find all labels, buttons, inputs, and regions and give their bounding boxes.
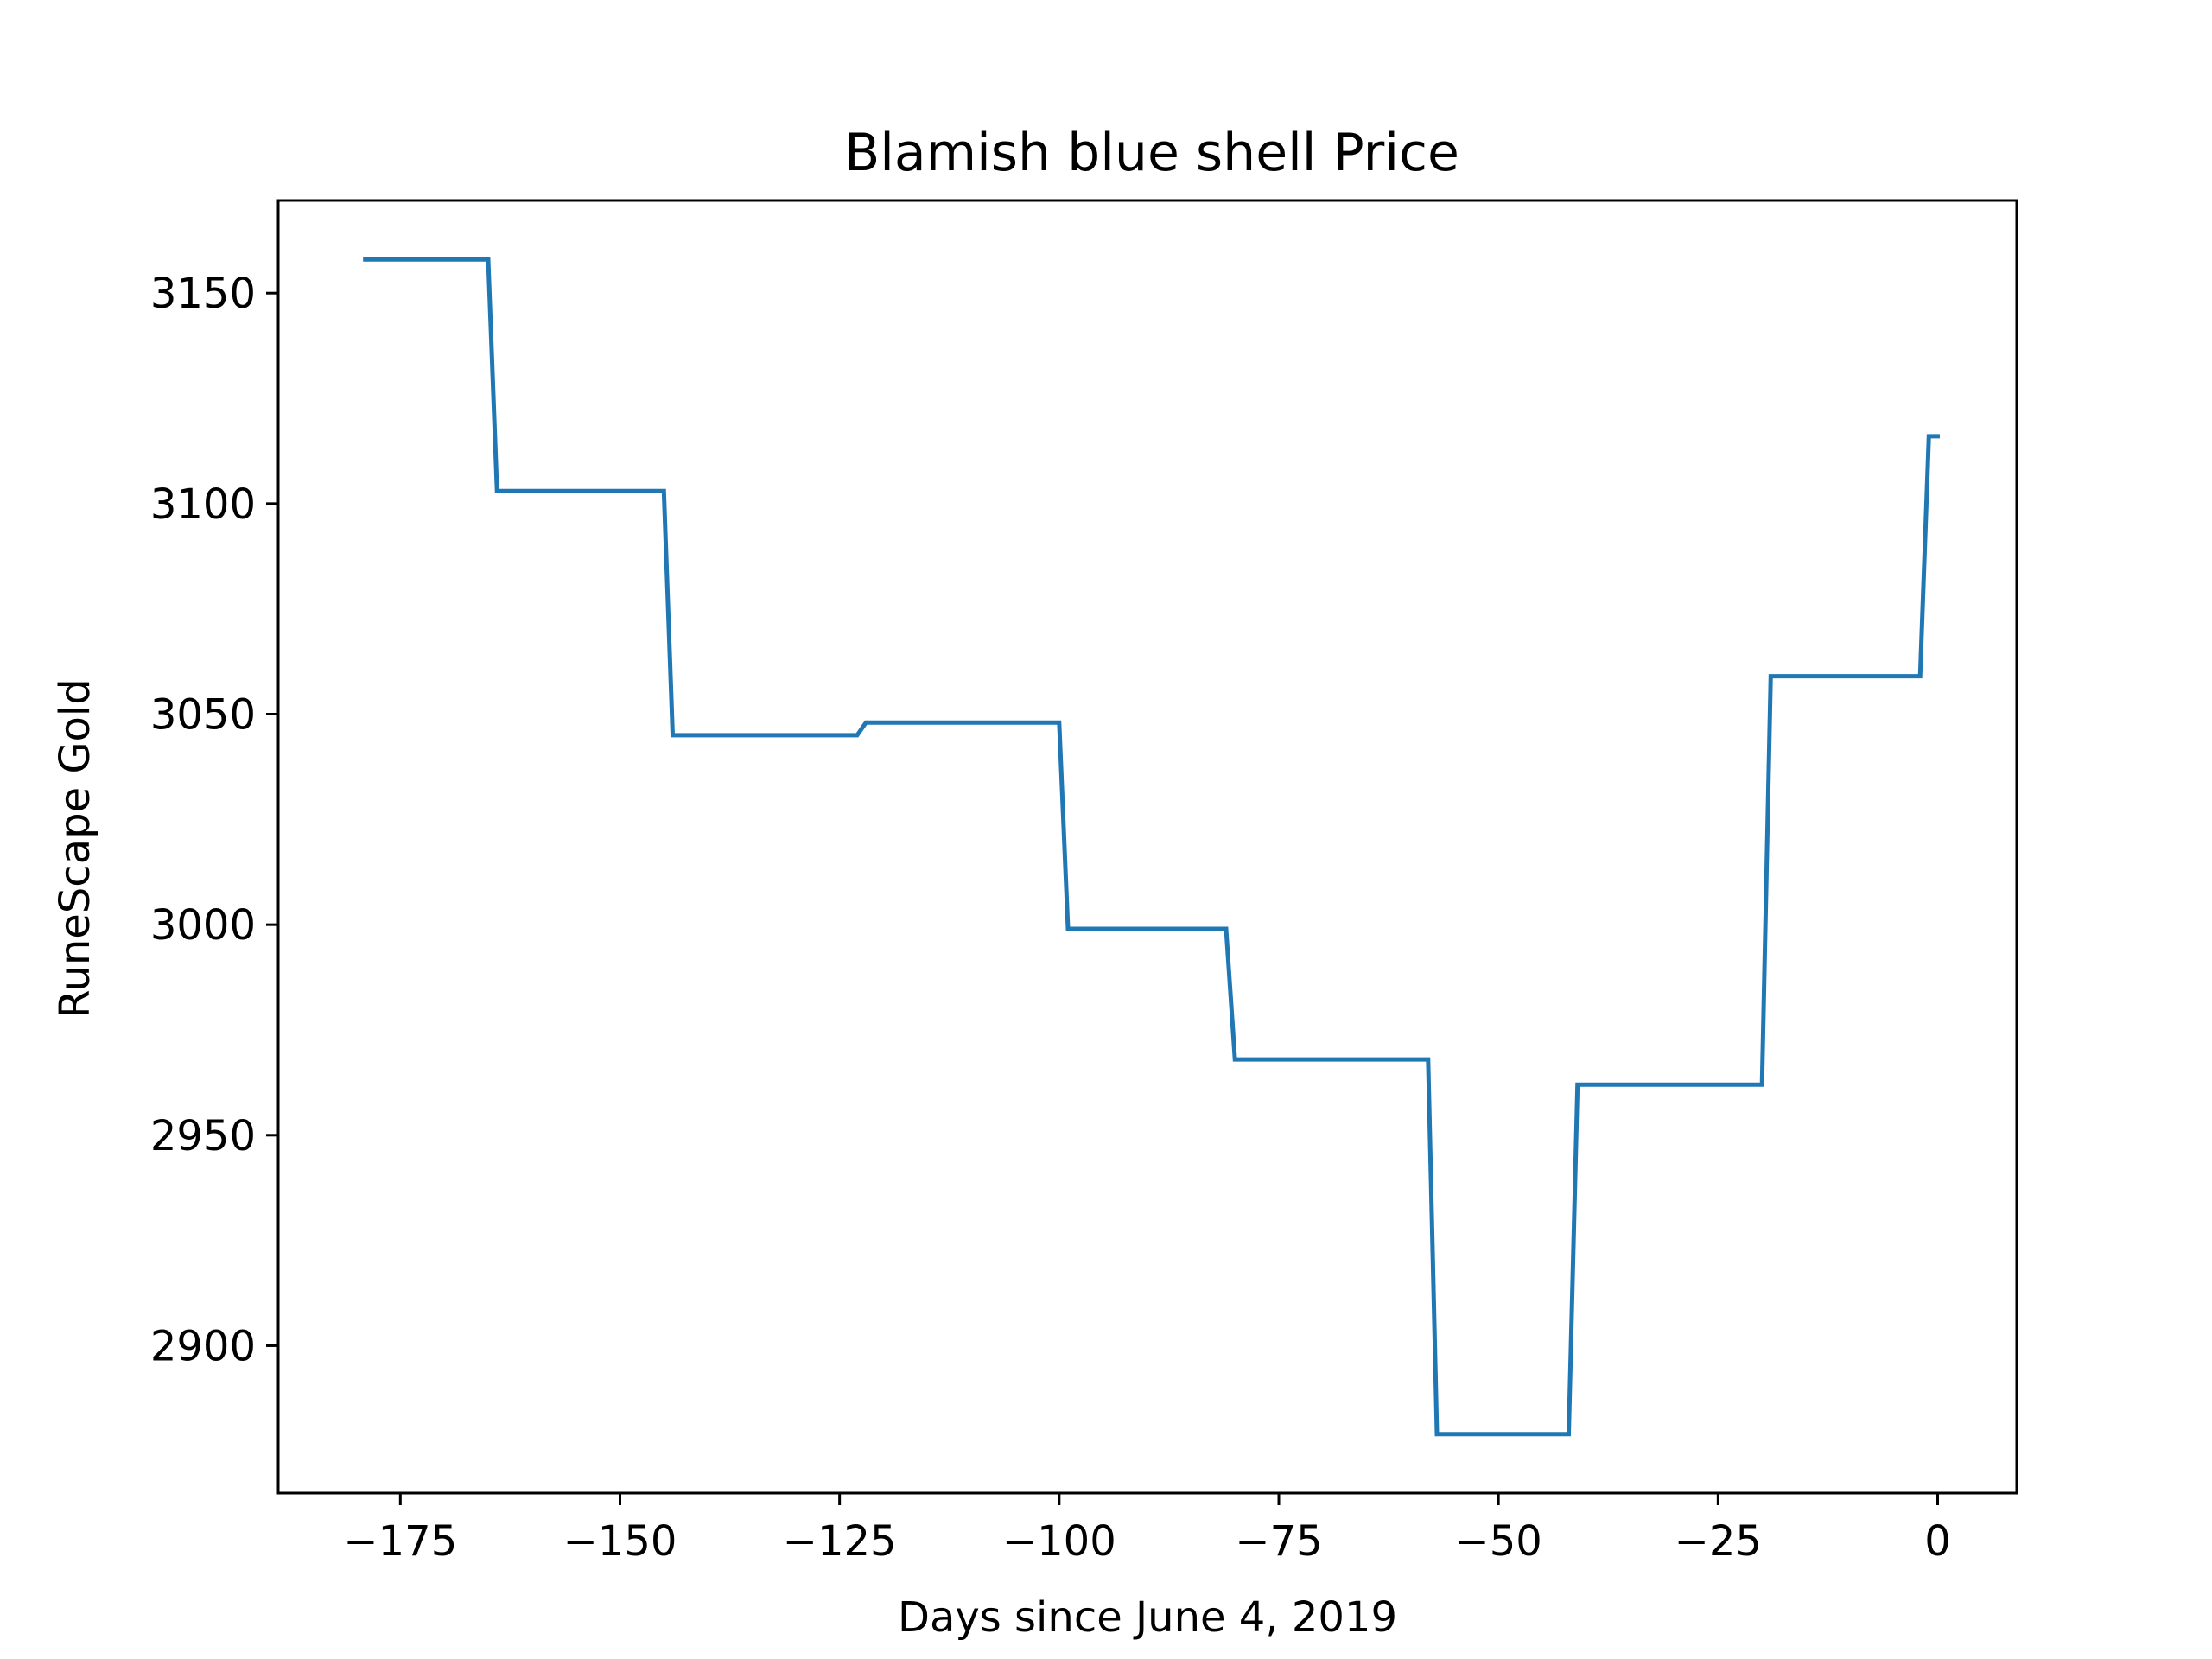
y-tick-label: 3050 <box>150 691 256 740</box>
chart-title: Blamish blue shell Price <box>844 123 1459 183</box>
x-tick-label: 0 <box>1924 1517 1951 1566</box>
price-series-line <box>363 257 1940 1437</box>
y-axis-label: RuneScape Gold <box>51 678 99 1018</box>
series-layer <box>363 257 1940 1437</box>
x-tick-label: −125 <box>783 1517 897 1566</box>
axes-background <box>278 200 2017 1493</box>
x-tick-label: −100 <box>1002 1517 1116 1566</box>
x-axis-label: Days since June 4, 2019 <box>898 1593 1397 1642</box>
y-tick-label: 3100 <box>150 480 256 529</box>
plot-area <box>278 200 2017 1493</box>
x-tick-label: −25 <box>1675 1517 1762 1566</box>
x-tick-label: −175 <box>343 1517 457 1566</box>
x-tick-label: −75 <box>1235 1517 1322 1566</box>
y-tick-label: 2900 <box>150 1322 256 1370</box>
y-tick-label: 3000 <box>150 901 256 950</box>
y-axis-ticks: 2900 2950 3000 3050 3100 3150 <box>150 270 278 1370</box>
x-axis-ticks: −175 −150 −125 −100 −75 −50 −25 0 <box>343 1493 1951 1566</box>
x-tick-label: −50 <box>1455 1517 1542 1566</box>
y-tick-label: 2950 <box>150 1112 256 1160</box>
y-tick-label: 3150 <box>150 270 256 318</box>
axes-frame <box>276 199 2018 1495</box>
x-tick-label: −150 <box>563 1517 677 1566</box>
